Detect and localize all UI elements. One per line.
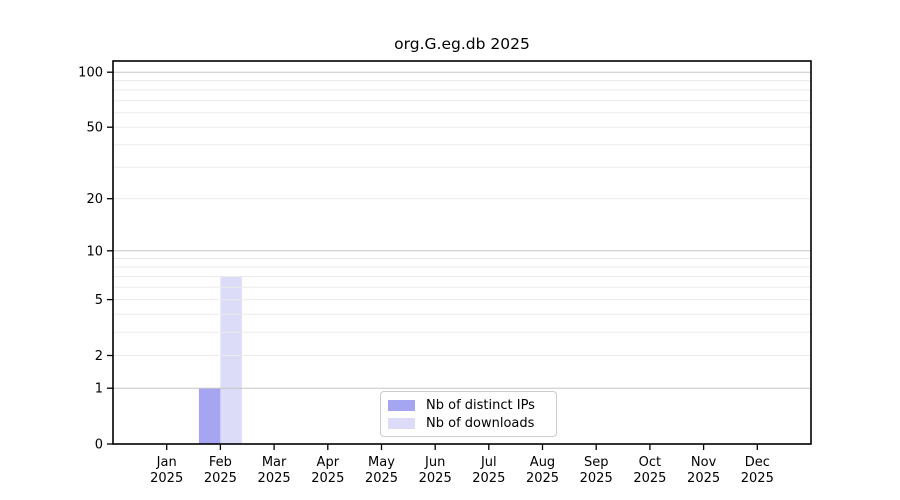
y-tick-label-20: 20 (86, 192, 103, 207)
x-tick-label-dec: Dec 2025 (741, 455, 774, 486)
y-tick-label-10: 10 (86, 244, 103, 259)
gridlines (113, 71, 811, 389)
plot-border (112, 60, 812, 445)
x-tick-label-nov: Nov 2025 (687, 455, 720, 486)
bars (198, 276, 242, 444)
x-tick-label-jan: Jan 2025 (150, 455, 183, 486)
legend-item-downloads: Nb of downloads (388, 414, 548, 432)
y-tick-label-2: 2 (95, 349, 103, 364)
legend-label-distinct-ips: Nb of distinct IPs (426, 397, 535, 413)
legend: Nb of distinct IPs Nb of downloads (380, 391, 557, 437)
x-tick-label-sep: Sep 2025 (580, 455, 613, 486)
x-tick-label-may: May 2025 (365, 455, 398, 486)
legend-swatch-downloads (388, 417, 415, 429)
x-tick-label-aug: Aug 2025 (526, 455, 559, 486)
y-axis: 0 1 2 5 10 20 50 100 (78, 66, 113, 453)
y-tick-label-0: 0 (95, 438, 103, 453)
x-tick-label-jul: Jul 2025 (472, 455, 505, 486)
y-tick-label-1: 1 (95, 382, 103, 397)
legend-item-distinct-ips: Nb of distinct IPs (388, 396, 548, 414)
x-tick-label-jun: Jun 2025 (419, 455, 452, 486)
y-tick-label-50: 50 (86, 121, 103, 136)
bar-nb-of-downloads-feb (220, 276, 242, 444)
y-tick-label-100: 100 (78, 66, 103, 81)
legend-label-downloads: Nb of downloads (426, 415, 535, 431)
x-tick-label-mar: Mar 2025 (258, 455, 291, 486)
x-tick-label-oct: Oct 2025 (633, 455, 666, 486)
y-tick-label-5: 5 (95, 293, 103, 308)
x-tick-label-apr: Apr 2025 (311, 455, 344, 486)
x-tick-label-feb: Feb 2025 (204, 455, 237, 486)
chart-title: org.G.eg.db 2025 (394, 35, 530, 53)
bar-nb-of-distinct-ips-feb (198, 388, 221, 444)
legend-swatch-distinct-ips (388, 399, 415, 411)
x-axis: Jan 2025 Feb 2025 Mar 2025 Apr 2025 May 2025 Jun 20… (150, 444, 774, 486)
